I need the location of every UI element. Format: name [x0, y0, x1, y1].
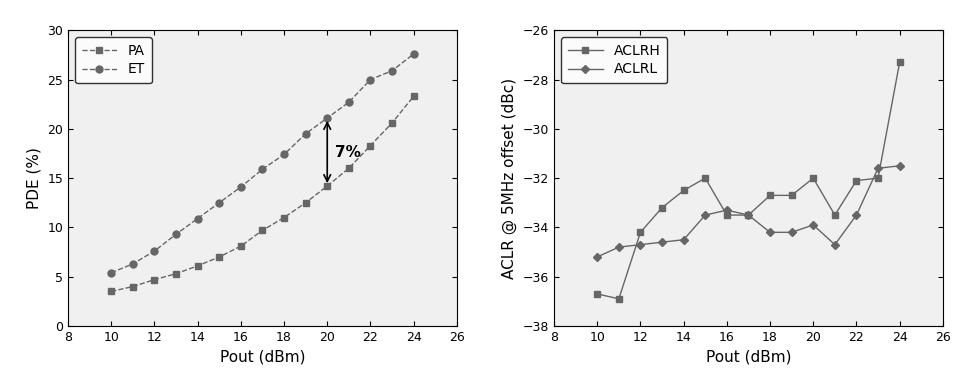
- PA: [343, 166, 355, 171]
- ET: [343, 100, 355, 105]
- Line: PA: PA: [108, 93, 417, 294]
- ACLRL: [677, 237, 689, 242]
- ACLRL: [872, 166, 884, 171]
- ET: [364, 77, 376, 82]
- ET: [105, 271, 117, 275]
- ACLRL: [721, 208, 733, 212]
- ET: [235, 185, 247, 189]
- ACLRH: [743, 213, 754, 217]
- ACLRL: [829, 243, 841, 247]
- X-axis label: Pout (dBm): Pout (dBm): [706, 349, 791, 364]
- ET: [386, 69, 398, 73]
- ACLRL: [656, 240, 668, 244]
- ET: [170, 232, 182, 236]
- Text: 7%: 7%: [334, 144, 361, 160]
- PA: [105, 289, 117, 294]
- ET: [322, 116, 333, 120]
- PA: [278, 215, 290, 220]
- ACLRH: [591, 292, 603, 296]
- ACLRL: [808, 222, 819, 227]
- Legend: PA, ET: PA, ET: [75, 37, 152, 83]
- ACLRL: [764, 230, 776, 235]
- ACLRH: [721, 213, 733, 217]
- X-axis label: Pout (dBm): Pout (dBm): [220, 349, 305, 364]
- PA: [257, 228, 268, 233]
- ACLRH: [613, 296, 625, 301]
- PA: [149, 277, 160, 282]
- PA: [322, 184, 333, 188]
- ACLRL: [785, 230, 797, 235]
- PA: [299, 200, 311, 205]
- Line: ET: ET: [108, 50, 417, 276]
- ACLRH: [764, 193, 776, 197]
- Legend: ACLRH, ACLRL: ACLRH, ACLRL: [561, 37, 668, 83]
- ET: [127, 262, 139, 266]
- Y-axis label: ACLR @ 5MHz offset (dBc): ACLR @ 5MHz offset (dBc): [503, 78, 517, 279]
- ACLRH: [808, 176, 819, 180]
- ACLRL: [613, 245, 625, 249]
- ACLRH: [850, 178, 862, 183]
- PA: [235, 244, 247, 248]
- PA: [386, 121, 398, 125]
- PA: [170, 271, 182, 276]
- ACLRH: [656, 205, 668, 210]
- ACLRH: [829, 213, 841, 217]
- ACLRL: [850, 213, 862, 217]
- ACLRL: [700, 213, 712, 217]
- ACLRH: [894, 60, 906, 64]
- ACLRH: [872, 176, 884, 180]
- ET: [278, 152, 290, 157]
- Line: ACLRL: ACLRL: [594, 163, 903, 260]
- ACLRL: [635, 243, 646, 247]
- ET: [191, 216, 203, 221]
- PA: [191, 263, 203, 268]
- ACLRH: [700, 176, 712, 180]
- ET: [257, 167, 268, 172]
- ET: [214, 200, 226, 205]
- ACLRL: [591, 255, 603, 259]
- ACLRH: [677, 188, 689, 193]
- ET: [408, 52, 420, 56]
- ACLRH: [785, 193, 797, 197]
- ACLRH: [635, 230, 646, 235]
- PA: [127, 284, 139, 289]
- ACLRL: [894, 163, 906, 168]
- PA: [408, 94, 420, 99]
- PA: [364, 143, 376, 148]
- ACLRL: [743, 213, 754, 217]
- ET: [299, 132, 311, 136]
- Line: ACLRH: ACLRH: [594, 59, 903, 302]
- ET: [149, 249, 160, 253]
- PA: [214, 255, 226, 259]
- Y-axis label: PDE (%): PDE (%): [27, 147, 42, 209]
